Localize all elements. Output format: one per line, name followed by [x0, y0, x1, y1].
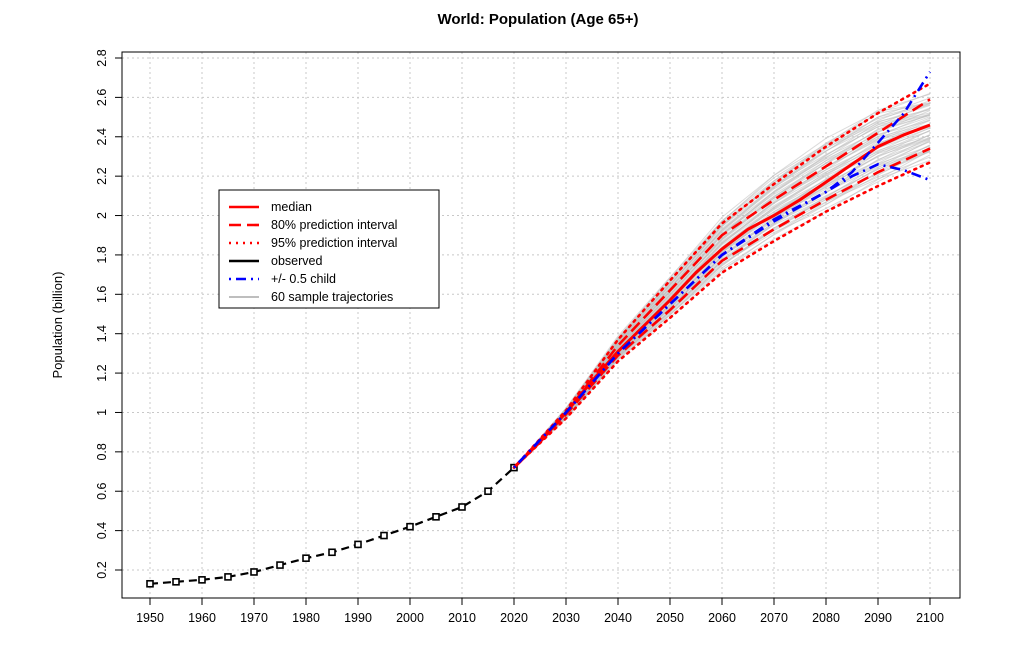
- x-tick-label: 2040: [604, 611, 632, 625]
- y-tick-label: 0.2: [95, 561, 109, 578]
- observed-point: [276, 561, 284, 569]
- x-tick-label: 1950: [136, 611, 164, 625]
- chart-title: World: Population (Age 65+): [438, 11, 639, 28]
- y-tick-label: 1.4: [95, 325, 109, 342]
- observed-point: [484, 487, 492, 496]
- observed-point: [406, 522, 414, 531]
- legend-label: +/- 0.5 child: [271, 272, 336, 286]
- series-layer: [146, 71, 932, 588]
- y-tick-label: 1: [95, 409, 109, 416]
- x-tick-label: 2070: [760, 611, 788, 625]
- legend-label: 95% prediction interval: [271, 236, 397, 250]
- y-tick-label: 2.2: [95, 167, 109, 184]
- series-line--0-5-child-lower-: [513, 162, 931, 469]
- sample-trajectory: [513, 151, 931, 468]
- observed-point: [380, 531, 388, 540]
- x-tick-label: 1980: [292, 611, 320, 625]
- y-tick-label: 0.4: [95, 522, 109, 539]
- y-tick-label: 2.6: [95, 89, 109, 106]
- x-tick-label: 1990: [344, 611, 372, 625]
- y-tick-label: 2: [95, 212, 109, 219]
- x-tick-label: 2080: [812, 611, 840, 625]
- y-tick-label: 1.6: [95, 286, 109, 303]
- y-tick-label: 1.8: [95, 246, 109, 263]
- x-tick-label: 2000: [396, 611, 424, 625]
- sample-trajectories: [513, 92, 931, 468]
- x-tick-label: 2050: [656, 611, 684, 625]
- series-line-observed: [149, 466, 515, 585]
- observed-point: [224, 573, 232, 581]
- series-line-80-prediction-interval-upper-: [513, 98, 931, 469]
- sample-trajectory: [513, 145, 931, 468]
- x-tick-label: 1960: [188, 611, 216, 625]
- sample-trajectory: [513, 123, 931, 468]
- series-line-95-prediction-interval-lower-: [512, 161, 932, 469]
- x-tick-label: 2060: [708, 611, 736, 625]
- y-tick-label: 2.8: [95, 49, 109, 66]
- y-tick-label: 0.6: [95, 483, 109, 500]
- y-tick-label: 2.4: [95, 128, 109, 145]
- x-tick-label: 2090: [864, 611, 892, 625]
- observed-point: [432, 513, 440, 521]
- sample-trajectory: [513, 154, 931, 468]
- observed-point: [250, 568, 258, 576]
- observed-point: [172, 578, 180, 586]
- series-line-95-prediction-interval-upper-: [512, 82, 932, 469]
- y-tick-label: 1.2: [95, 364, 109, 381]
- x-tick-label: 2030: [552, 611, 580, 625]
- observed-point: [146, 579, 154, 588]
- x-tick-label: 2020: [500, 611, 528, 625]
- observed-point: [302, 554, 310, 562]
- legend-label: 80% prediction interval: [271, 218, 397, 232]
- observed-point: [354, 540, 362, 549]
- sample-trajectory: [513, 110, 931, 468]
- y-axis: 0.2 0.4 0.6 0.8 1 1.2 1.4 1.6 1.8 2 2.2 2.4 2.6 2.8: [95, 49, 123, 579]
- observed-point: [458, 503, 466, 511]
- y-axis-label: Population (billion): [50, 272, 65, 379]
- legend-label: 60 sample trajectories: [271, 290, 393, 304]
- x-axis: 1950 1960 1970 1980 1990 2000 2010 2020 2030 2040…: [136, 597, 944, 625]
- sample-trajectory: [513, 160, 931, 468]
- x-tick-label: 2010: [448, 611, 476, 625]
- x-tick-label: 2100: [916, 611, 944, 625]
- observed-point: [328, 548, 336, 557]
- legend: median 80% prediction interval 95% predict…: [218, 189, 440, 309]
- legend-label: observed: [271, 254, 322, 268]
- x-tick-label: 1970: [240, 611, 268, 625]
- series-line--0-5-child-upper-: [513, 71, 932, 469]
- legend-box: [218, 189, 440, 309]
- y-tick-label: 0.8: [95, 443, 109, 460]
- legend-label: median: [271, 200, 312, 214]
- observed-point: [198, 576, 206, 584]
